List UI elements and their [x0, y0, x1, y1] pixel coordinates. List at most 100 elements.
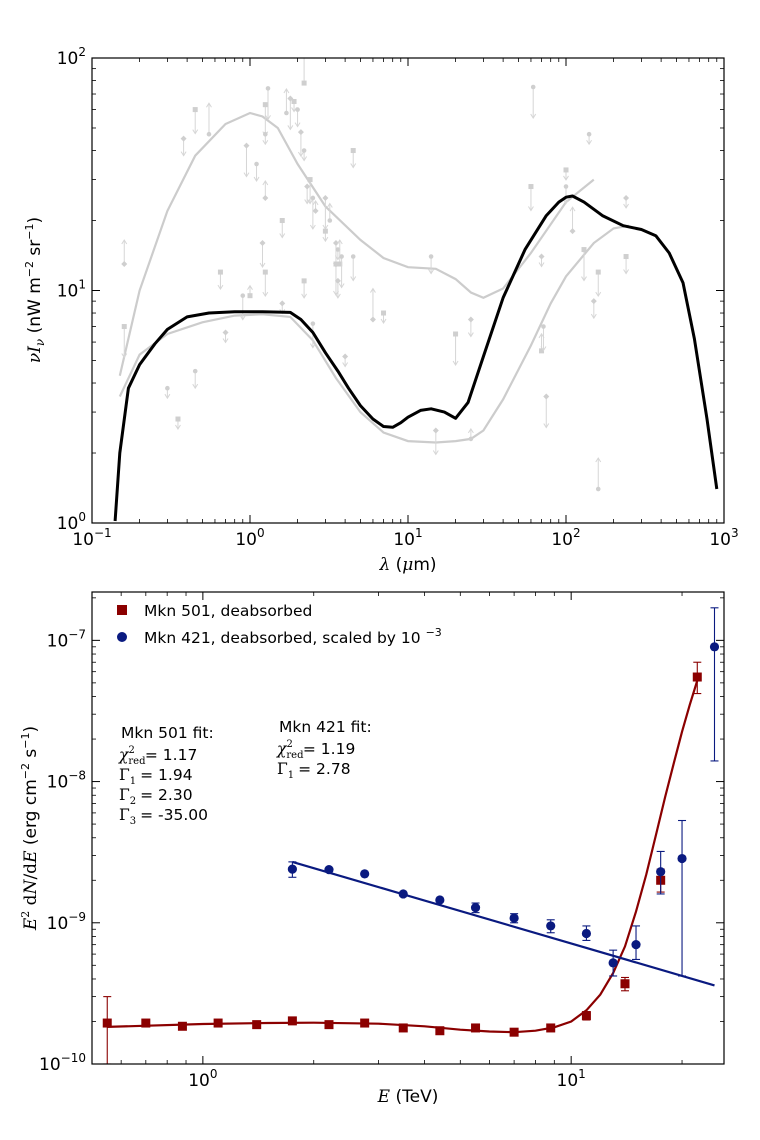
- limit-arrow: [206, 102, 212, 108]
- limit-arrow: [265, 115, 271, 121]
- limit-arrow: [259, 262, 266, 268]
- limit-arrow: [563, 175, 569, 181]
- mkn501-point: [287, 1016, 297, 1026]
- legend-label-mkn501: Mkn 501, deabsorbed: [144, 602, 312, 620]
- measurement-point: [312, 207, 319, 214]
- mkn501-point: [252, 1020, 262, 1030]
- limit-arrow: [192, 129, 199, 135]
- measurement-point: [468, 436, 474, 442]
- measurement-point: [297, 129, 304, 136]
- top-y-axis-label: νIν (nW m−2 sr−1): [23, 217, 47, 363]
- limit-arrow: [297, 151, 304, 158]
- measurement-point: [432, 427, 439, 434]
- mkn501-point: [435, 1026, 445, 1036]
- limit-arrow: [302, 52, 307, 56]
- measurement-point: [310, 321, 316, 326]
- mkn501-gamma3: Γ3 = -35.00: [119, 806, 208, 827]
- measurement-point: [295, 107, 300, 112]
- limit-arrow: [338, 283, 345, 289]
- y-tick-label: 10−9: [47, 910, 86, 934]
- measurement-point: [563, 184, 569, 189]
- mkn421-point: [509, 913, 519, 923]
- measurement-point: [262, 269, 268, 275]
- limit-arrow: [432, 450, 439, 456]
- measurement-point: [339, 254, 344, 259]
- limit-arrow: [586, 139, 593, 146]
- measurement-point: [327, 218, 333, 223]
- bottom-axis-ticks: 100 101 10−10 10−9 10−8 10−7: [39, 592, 724, 1091]
- mkn421-point: [608, 958, 618, 968]
- limit-arrow: [301, 156, 308, 162]
- ebl-model-curve: [113, 194, 719, 522]
- limit-arrow: [540, 346, 547, 352]
- measurement-point: [121, 324, 127, 330]
- x-tick-label: 10−1: [72, 526, 111, 550]
- measurement-point: [254, 161, 259, 167]
- limit-arrow: [380, 318, 387, 324]
- limit-arrow: [563, 199, 569, 205]
- y-tick-label: 101: [57, 278, 86, 302]
- mkn501-point: [398, 1023, 408, 1033]
- mkn421-point: [470, 903, 481, 913]
- mkn421-fit-line: [292, 860, 715, 987]
- limit-arrow: [581, 276, 587, 282]
- mkn421-point: [360, 869, 370, 879]
- measurement-point: [259, 240, 266, 247]
- limit-arrow: [530, 113, 537, 119]
- mkn501-point: [360, 1018, 370, 1028]
- legend: Mkn 501, deabsorbed Mkn 421, deabsorbed,…: [117, 602, 442, 647]
- measurement-point: [342, 353, 349, 360]
- y-tick-label: 10−7: [47, 627, 86, 651]
- mkn421-gamma1: Γ1 = 2.78: [277, 760, 351, 781]
- mkn501-gamma1: Γ1 = 1.94: [119, 766, 193, 787]
- mkn421-point: [287, 864, 297, 874]
- measurement-point: [180, 135, 187, 142]
- mkn421-fit-title: Mkn 421 fit:: [279, 718, 372, 736]
- legend-label-mkn421: Mkn 421, deabsorbed, scaled by 10 −3: [144, 626, 442, 647]
- measurement-point: [333, 261, 339, 267]
- measurement-point: [175, 416, 181, 422]
- mkn421-point: [631, 940, 641, 950]
- limit-arrow: [569, 206, 576, 212]
- limit-arrow: [217, 284, 224, 291]
- limit-arrow: [595, 291, 602, 298]
- limit-arrow: [283, 88, 290, 94]
- measurement-point: [279, 218, 285, 224]
- measurement-point: [310, 195, 316, 201]
- limit-arrow: [309, 343, 316, 349]
- limit-arrow: [623, 269, 629, 275]
- mkn421-fit-annotation: Mkn 421 fit: χred2 = 1.19 Γ1 = 2.78: [276, 718, 372, 781]
- bottom-x-axis-label: E (TeV): [377, 1087, 439, 1107]
- measurement-point: [530, 84, 536, 90]
- mkn421-chi2: χred2 = 1.19: [276, 739, 355, 761]
- ebl-bound-curves: [118, 111, 630, 444]
- mkn421-point: [581, 928, 592, 939]
- measurement-point: [279, 300, 286, 307]
- limit-arrow: [428, 269, 435, 275]
- measurement-point: [263, 131, 268, 137]
- measurement-point: [217, 269, 223, 275]
- measurement-point: [307, 177, 313, 183]
- measurement-point: [569, 228, 576, 235]
- mkn501-point: [324, 1020, 334, 1030]
- measurement-point: [595, 269, 601, 275]
- mkn421-point: [324, 865, 334, 875]
- limit-arrow: [595, 457, 602, 463]
- limit-arrow: [262, 139, 269, 146]
- limit-arrow: [222, 338, 229, 344]
- bottom-axes-frame: [91, 591, 725, 1065]
- x-tick-label: 102: [551, 526, 580, 550]
- legend-marker-mkn421: [117, 632, 127, 642]
- measurement-point: [247, 293, 253, 299]
- limit-arrow: [452, 360, 459, 366]
- limit-arrow: [467, 427, 474, 434]
- limit-arrow: [121, 353, 128, 359]
- mkn501-point: [102, 1018, 112, 1028]
- limit-arrow: [262, 180, 269, 186]
- limit-arrow: [322, 236, 329, 243]
- limit-arrow: [528, 206, 534, 212]
- y-tick-label: 100: [57, 510, 86, 534]
- measurement-point: [265, 86, 271, 91]
- mkn421-point: [546, 921, 556, 931]
